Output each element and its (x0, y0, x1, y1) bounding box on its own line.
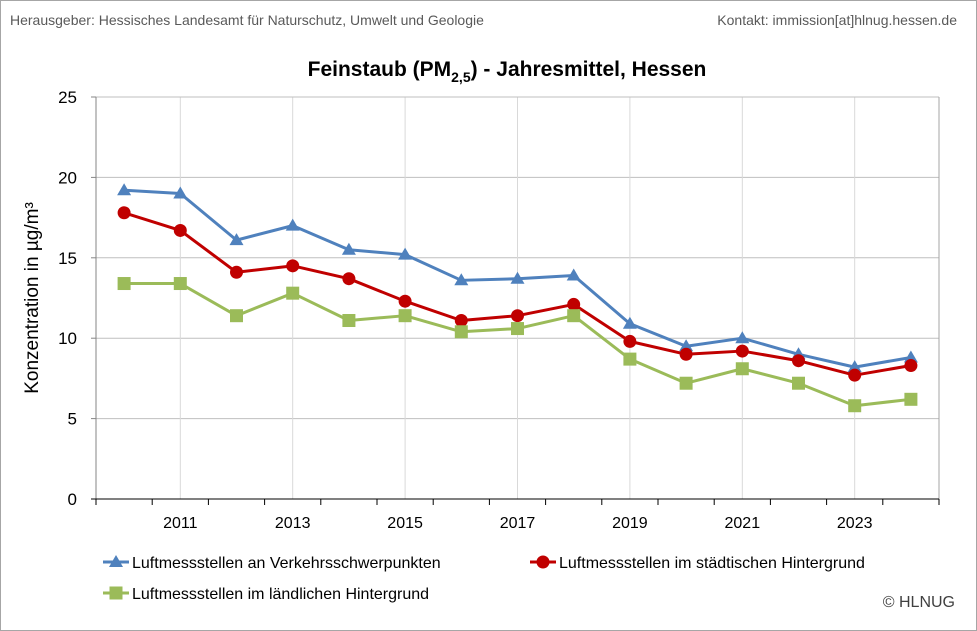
data-point (173, 186, 188, 199)
legend-label: Luftmessstellen an Verkehrsschwerpunkten (132, 555, 441, 572)
data-point (623, 352, 637, 366)
y-tick-label: 25 (58, 88, 77, 107)
legend-item: Luftmessstellen an Verkehrsschwerpunkten (103, 555, 441, 572)
chart-title: Feinstaub (PM2,5) - Jahresmittel, Hessen (308, 58, 707, 85)
data-point (286, 286, 300, 300)
data-point (454, 273, 469, 286)
y-axis-label: Konzentration in µg/m³ (22, 202, 43, 394)
data-point (904, 359, 918, 373)
publisher-text: Herausgeber: Hessisches Landesamt für Na… (10, 12, 484, 28)
legend-marker (109, 555, 123, 567)
data-point (567, 309, 581, 323)
series-square (117, 277, 918, 413)
data-point (679, 347, 693, 361)
data-point (792, 376, 805, 390)
legend-label: Luftmessstellen im städtischen Hintergru… (559, 555, 865, 572)
legend-label: Luftmessstellen im ländlichen Hintergrun… (132, 586, 429, 603)
data-point (117, 183, 132, 196)
data-point (398, 309, 412, 323)
y-tick-label: 15 (58, 249, 77, 268)
x-tick-label: 2019 (612, 515, 648, 532)
data-point (903, 350, 918, 363)
data-point (735, 331, 750, 344)
data-point (117, 206, 131, 220)
data-point (567, 297, 581, 311)
data-point (735, 344, 749, 358)
data-point (511, 322, 524, 336)
y-tick-label: 0 (68, 490, 77, 509)
x-tick-label: 2021 (725, 515, 761, 532)
x-tick-label: 2023 (837, 515, 873, 532)
data-point (511, 309, 524, 323)
data-point (117, 277, 131, 291)
copyright-text: © HLNUG (882, 594, 955, 611)
series-circle (117, 206, 918, 382)
data-point (848, 399, 862, 413)
data-point (286, 259, 300, 273)
data-point (342, 272, 356, 286)
data-point (398, 294, 412, 308)
y-tick-label: 10 (58, 329, 77, 348)
y-tick-label: 20 (58, 168, 77, 187)
data-point (229, 233, 244, 246)
legend-item: Luftmessstellen im städtischen Hintergru… (530, 555, 865, 572)
data-point (847, 360, 862, 373)
data-point (510, 271, 525, 284)
data-point (848, 368, 862, 382)
data-point (679, 376, 693, 390)
data-point (230, 309, 243, 323)
x-tick-label: 2017 (500, 515, 536, 532)
x-tick-label: 2013 (275, 515, 311, 532)
data-point (735, 362, 749, 376)
data-point (342, 314, 356, 328)
data-point (454, 325, 468, 339)
legend-marker (109, 586, 123, 600)
data-point (285, 218, 300, 231)
y-tick-label: 5 (68, 410, 77, 429)
data-point (792, 354, 805, 368)
data-point (341, 242, 356, 255)
data-point (904, 392, 918, 406)
data-point (173, 277, 187, 291)
data-point (398, 247, 413, 260)
data-point (623, 334, 637, 348)
data-point (230, 265, 243, 279)
x-tick-label: 2011 (163, 515, 198, 532)
x-tick-label: 2015 (387, 515, 423, 532)
data-point (454, 314, 468, 328)
data-point (679, 339, 694, 352)
legend-item: Luftmessstellen im ländlichen Hintergrun… (103, 586, 429, 603)
data-point (173, 223, 187, 237)
data-point (566, 268, 581, 281)
contact-text: Kontakt: immission[at]hlnug.hessen.de (717, 12, 957, 28)
legend-marker (536, 555, 550, 569)
data-point (622, 316, 637, 329)
